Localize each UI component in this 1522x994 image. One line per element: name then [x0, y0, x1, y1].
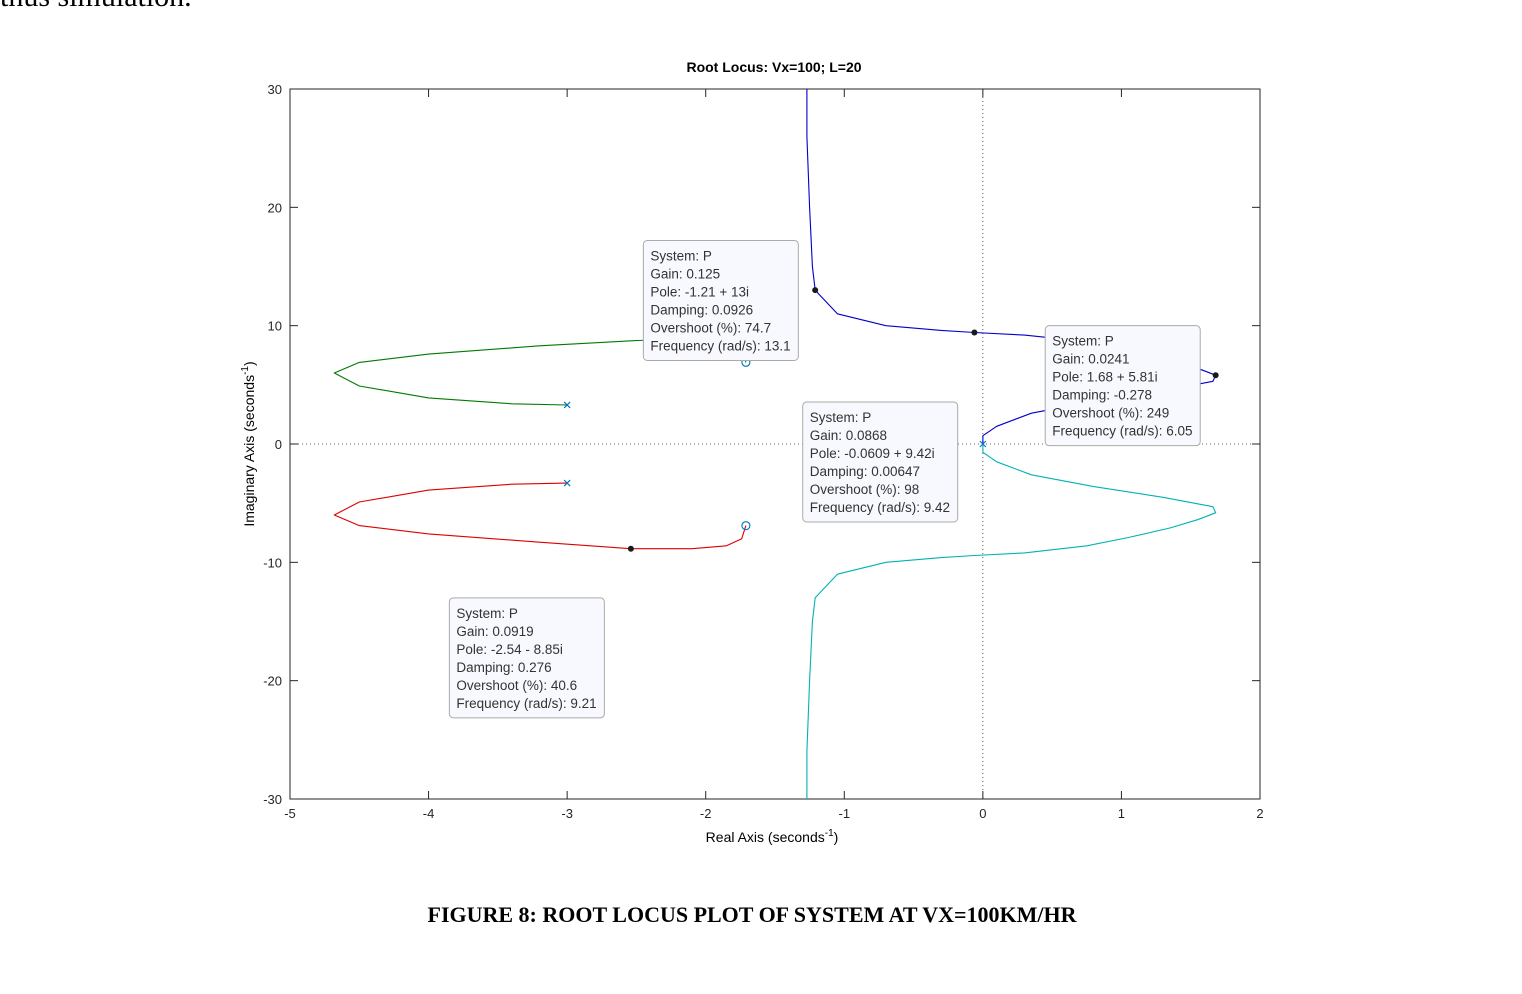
datatip-2: System: P Gain: 0.0868 Pole: -0.0609 + 9.4… [802, 329, 978, 523]
x-tick-label: 2 [1256, 806, 1263, 821]
datatip-line: System: P [456, 606, 518, 621]
pole-marker [563, 479, 571, 487]
datatip-marker [1212, 372, 1219, 379]
y-tick-label: -30 [263, 792, 282, 807]
x-axis-label-text: Real Axis (seconds [706, 829, 825, 845]
datatip-line: Overshoot (%): 98 [810, 482, 920, 497]
x-tick-label: -4 [423, 806, 435, 821]
datatip-line: Overshoot (%): 74.7 [650, 320, 771, 335]
datatip-line: Frequency (rad/s): 9.42 [810, 500, 950, 515]
x-tick-label: -5 [284, 806, 296, 821]
x-tick-label: -2 [700, 806, 712, 821]
datatip-line: Frequency (rad/s): 6.05 [1052, 424, 1192, 439]
datatip-line: Gain: 0.0919 [456, 624, 533, 639]
pole-marker [563, 401, 571, 409]
datatip-box [448, 597, 605, 719]
datatip-line: Gain: 0.0868 [810, 428, 887, 443]
top-text-fragment: thus simulation. [0, 0, 192, 14]
locus-branch-4 [333, 482, 747, 550]
datatip-line: Gain: 0.0241 [1052, 352, 1129, 367]
x-tick-label: -1 [839, 806, 851, 821]
datatip-line: Damping: 0.276 [456, 660, 551, 675]
figure-caption: FIGURE 8: ROOT LOCUS PLOT OF SYSTEM AT V… [427, 902, 1077, 927]
datatip-4: System: P Gain: 0.0919 Pole: -2.54 - 8.85i… [448, 545, 634, 719]
x-axis-label-exponent: -1 [825, 828, 834, 839]
datatip-line: Damping: 0.00647 [810, 464, 920, 479]
zero-marker [741, 521, 751, 531]
y-tick-label: -10 [263, 555, 282, 570]
x-tick-label: -3 [561, 806, 573, 821]
datatip-3: System: P Gain: 0.0241 Pole: 1.68 + 5.81i D… [1044, 325, 1219, 447]
datatip-marker [627, 545, 634, 552]
y-tick-label: -20 [263, 674, 282, 689]
locus-branch-2 [806, 444, 1217, 799]
datatip-line: System: P [810, 410, 872, 425]
datatip-line: Frequency (rad/s): 9.21 [456, 696, 596, 711]
y-tick-label: 10 [268, 319, 282, 334]
datatip-box [802, 401, 959, 523]
chart-title: Root Locus: Vx=100; L=20 [686, 59, 861, 75]
x-tick-label: 1 [1118, 806, 1125, 821]
datatip-line: System: P [1052, 334, 1114, 349]
y-axis-label-text: Imaginary Axis (seconds [241, 375, 257, 527]
datatip-line: System: P [650, 248, 712, 263]
datatip-box [1044, 325, 1201, 447]
y-tick-label: 20 [268, 200, 282, 215]
x-axis-label: Real Axis (seconds-1) [706, 828, 839, 845]
x-tick-label: 0 [979, 806, 986, 821]
datatip-marker [971, 329, 978, 336]
datatip-line: Pole: -1.21 + 13i [650, 284, 749, 299]
datatip-line: Pole: 1.68 + 5.81i [1052, 370, 1157, 385]
datatip-1: System: P Gain: 0.125 Pole: -1.21 + 13i Dam… [642, 239, 819, 361]
datatip-line: Gain: 0.125 [650, 266, 720, 281]
pole-marker [979, 440, 987, 448]
datatip-line: Pole: -2.54 - 8.85i [456, 642, 563, 657]
y-tick-label: 30 [268, 82, 282, 97]
datatip-line: Damping: 0.0926 [650, 302, 753, 317]
datatip-line: Pole: -0.0609 + 9.42i [810, 446, 935, 461]
datatip-line: Damping: -0.278 [1052, 388, 1152, 403]
y-axis-label-exponent: -1 [240, 366, 251, 375]
datatip-line: Overshoot (%): 40.6 [456, 678, 577, 693]
datatip-line: Overshoot (%): 249 [1052, 406, 1169, 421]
datatip-box [642, 239, 799, 361]
y-axis-label: Imaginary Axis (seconds-1) [240, 361, 257, 526]
y-tick-label: 0 [275, 437, 282, 452]
datatip-line: Frequency (rad/s): 13.1 [650, 338, 790, 353]
datatip-marker [812, 287, 819, 294]
